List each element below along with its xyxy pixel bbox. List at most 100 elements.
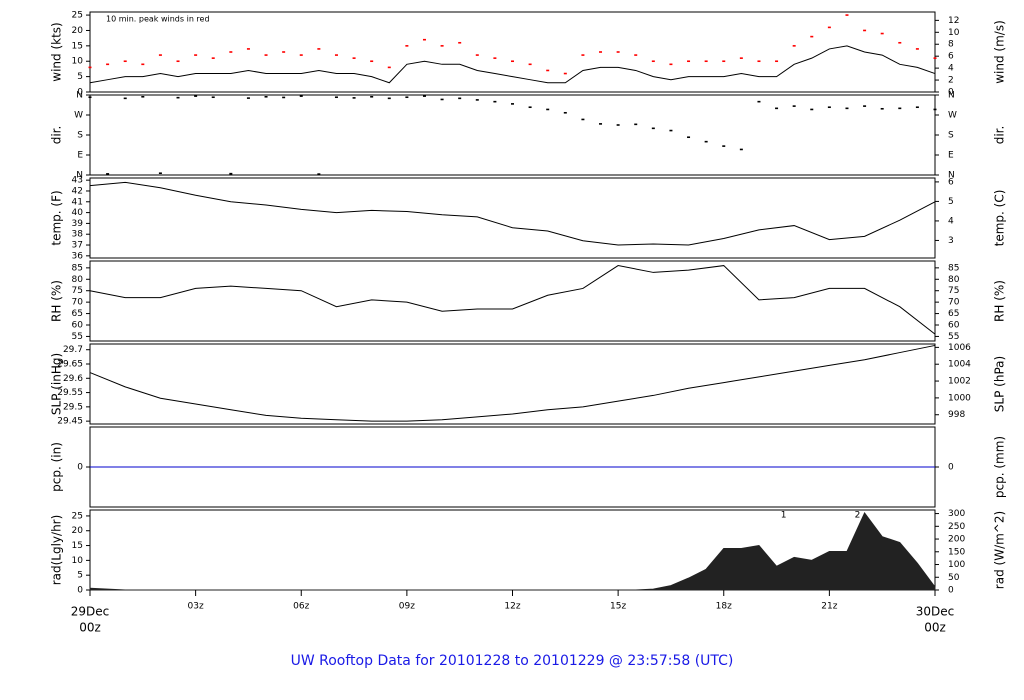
y2-tick-label: 12: [948, 16, 959, 26]
x-tick-label: 09z: [399, 602, 415, 612]
y-axis-label: temp. (F): [50, 190, 64, 245]
y-tick-label: 80: [72, 275, 84, 285]
panel-frame: [89, 343, 936, 425]
y-tick-label: 29.65: [57, 360, 83, 370]
data-point: [176, 60, 180, 63]
y-tick-label: 29.45: [57, 417, 83, 427]
data-point: [722, 145, 726, 147]
data-point: [775, 107, 779, 110]
y2-tick-label: 8: [948, 40, 954, 50]
y-tick-label: 29.6: [63, 374, 83, 384]
data-point: [158, 54, 162, 56]
data-point: [422, 95, 426, 97]
y2-tick-label: 150: [948, 547, 965, 557]
data-point: [123, 97, 127, 100]
y2-tick-label: N: [948, 91, 955, 101]
data-point: [458, 41, 462, 44]
y2-tick-label: 55: [948, 332, 959, 342]
y-tick-label: 37: [72, 241, 83, 251]
line: [89, 45, 936, 84]
data-point: [651, 127, 655, 130]
x-tick-label: 15z: [610, 602, 626, 612]
y2-tick-label: 300: [948, 509, 965, 519]
data-point: [194, 54, 198, 56]
y2-tick-label: 200: [948, 535, 965, 545]
data-point: [475, 54, 479, 56]
data-point: [458, 97, 462, 100]
y2-tick-label: 2: [948, 76, 954, 86]
y2-tick-label: 50: [948, 573, 960, 583]
y2-tick-label: 65: [948, 309, 959, 319]
data-point: [299, 95, 303, 97]
data-point: [317, 48, 321, 50]
data-point: [317, 173, 321, 175]
data-point: [511, 60, 514, 63]
y-tick-label: 42: [72, 186, 83, 196]
y2-tick-label: 4: [948, 216, 954, 226]
data-point: [616, 124, 620, 126]
data-point: [827, 106, 831, 109]
y-tick-label: 75: [72, 286, 83, 296]
data-point: [211, 96, 215, 99]
x-tick-label: 03z: [188, 602, 204, 612]
data-point: [915, 48, 919, 50]
y2-axis-label: SLP (hPa): [993, 356, 1007, 412]
data-point: [229, 172, 233, 175]
data-point: [440, 45, 444, 47]
y-tick-label: 40: [72, 208, 84, 218]
x-tick-label: 00z: [924, 621, 946, 635]
y-tick-label: 15: [72, 41, 83, 51]
y2-tick-label: 60: [948, 321, 960, 331]
y-tick-label: 25: [72, 511, 83, 521]
data-point: [475, 99, 479, 101]
y-tick-label: 55: [72, 332, 83, 342]
y-tick-label: W: [74, 111, 83, 121]
x-tick-label: 12z: [504, 602, 520, 612]
y-tick-label: 29.7: [63, 345, 83, 355]
data-point: [863, 105, 867, 107]
y-tick-label: 65: [72, 309, 83, 319]
data-point: [687, 136, 691, 139]
data-point: [370, 95, 374, 98]
data-point: [563, 111, 567, 114]
data-point: [581, 118, 585, 121]
data-point: [528, 106, 532, 109]
y-tick-label: 43: [72, 176, 83, 186]
y2-tick-label: 6: [948, 177, 954, 187]
x-date-label: 29Dec: [71, 605, 110, 619]
data-point: [739, 148, 743, 151]
data-point: [264, 95, 268, 98]
data-point: [405, 45, 409, 47]
y-tick-label: 5: [77, 72, 83, 82]
data-point: [387, 66, 391, 69]
y2-tick-label: E: [948, 151, 954, 161]
data-point: [933, 57, 937, 59]
data-point: [616, 51, 620, 53]
data-point: [194, 95, 198, 97]
data-point: [370, 60, 374, 63]
y-tick-label: 0: [77, 463, 83, 473]
data-point: [669, 63, 673, 66]
data-point: [352, 97, 356, 99]
marker-label: 1: [781, 511, 787, 521]
y-axis-label: rad(Lgly/hr): [50, 515, 64, 586]
y2-tick-label: 3: [948, 236, 954, 246]
y-tick-label: E: [77, 151, 83, 161]
data-point: [810, 35, 814, 38]
panel-frame: [89, 11, 936, 93]
data-point: [845, 14, 849, 16]
data-point: [827, 26, 831, 29]
data-point: [933, 108, 937, 111]
data-point: [704, 60, 708, 63]
data-point: [352, 57, 356, 59]
data-point: [141, 95, 145, 98]
data-point: [915, 106, 919, 109]
data-point: [282, 96, 286, 99]
y-tick-label: 10: [72, 556, 84, 566]
marker-label: 2: [855, 511, 861, 521]
data-point: [123, 60, 127, 63]
data-point: [546, 69, 550, 72]
y-axis-label: wind (kts): [50, 22, 64, 81]
y2-axis-label: wind (m/s): [993, 20, 1007, 84]
